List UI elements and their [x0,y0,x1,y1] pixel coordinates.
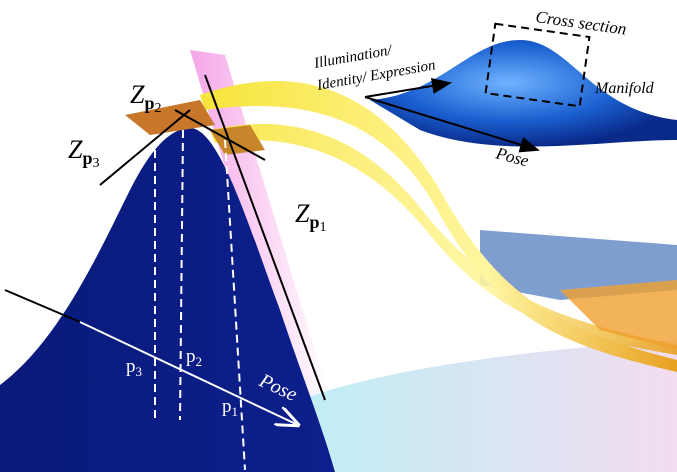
tangent-label: Zp2 [130,80,161,116]
lower-surface [300,340,677,472]
label: Cross section [534,7,627,39]
label: Pose [493,143,531,170]
label: Manifold [594,80,655,97]
figure: Cross section Illumination/ Identity/ Ex… [0,0,677,472]
tangent-label: Zp1 [295,199,326,235]
tangent-label: Zp3 [68,135,99,171]
